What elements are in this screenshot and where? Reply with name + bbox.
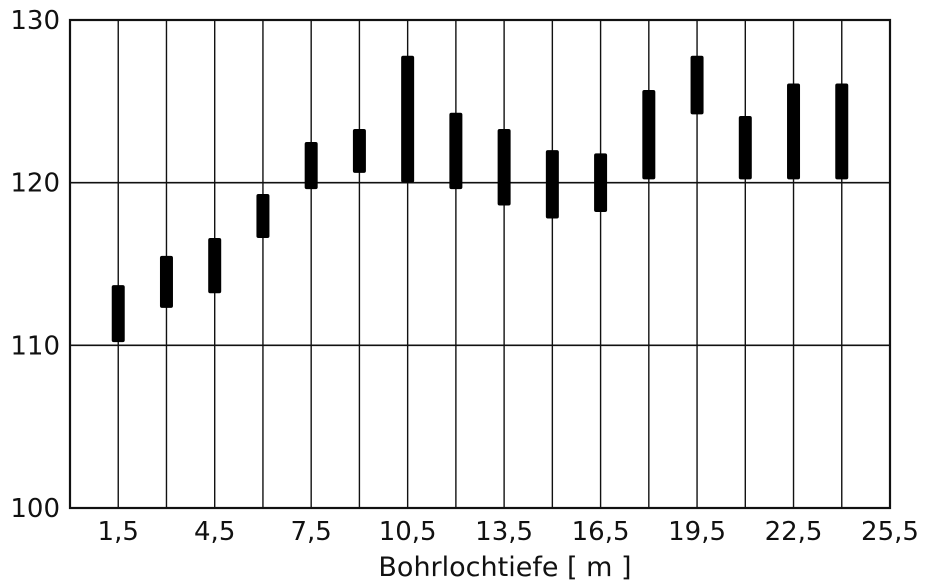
range-bar [256,194,270,238]
x-tick-label: 13,5 [475,517,533,547]
range-bar [642,89,656,180]
range-bar [449,112,463,190]
y-tick-label: 100 [10,494,60,524]
x-tick-label: 4,5 [194,517,235,547]
bar-layer [111,55,849,343]
plot-frame [68,18,892,510]
y-tick-label: 130 [10,6,60,36]
x-axis-title: Bohrlochtiefe [ m ] [378,552,631,583]
x-tick-label: 19,5 [668,517,726,547]
x-tick-label: 1,5 [98,517,139,547]
range-bar [497,128,511,206]
range-bar [304,142,318,190]
range-bar [787,83,801,180]
range-bar [545,150,559,219]
range-bar [835,83,849,180]
x-tick-label: 25,5 [861,517,919,547]
range-bar [738,115,752,180]
x-tick-label: 10,5 [379,517,437,547]
range-bar [690,55,704,115]
y-tick-label: 120 [10,169,60,199]
y-tick-label: 110 [10,331,60,361]
x-tick-label: 22,5 [765,517,823,547]
range-bar [401,55,415,183]
range-bar [159,255,173,308]
x-tick-label: 16,5 [572,517,630,547]
range-bar [352,128,366,173]
label-layer: 1,5 4,5 7,5 10,5 13,5 16,5 19,5 22,5 25,5 100 110 1… [10,6,919,547]
range-bar [594,153,608,212]
x-tick-label: 7,5 [290,517,331,547]
grid-layer [68,18,892,510]
range-bar [208,237,222,294]
range-bar [111,285,125,343]
